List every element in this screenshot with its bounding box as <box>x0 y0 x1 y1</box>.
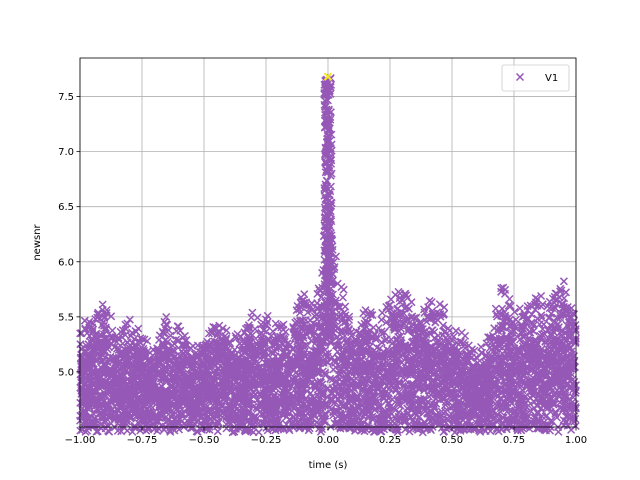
x-tick-label: 0.50 <box>441 435 463 446</box>
x-tick-label: −0.50 <box>189 435 220 446</box>
highlight-point <box>323 72 333 81</box>
highlight-marker <box>323 72 333 81</box>
y-tick-label: 7.5 <box>58 92 74 103</box>
x-tick-label: −0.75 <box>127 435 158 446</box>
y-tick-label: 6.0 <box>58 257 74 268</box>
series-v1-points <box>76 73 580 437</box>
x-tick-label: 0.25 <box>379 435 401 446</box>
y-tick-label: 5.0 <box>58 367 74 378</box>
y-tick-label: 7.0 <box>58 147 74 158</box>
y-tick-label: 5.5 <box>58 312 74 323</box>
x-axis-ticks: −1.00 −0.75 −0.50 −0.25 0.00 0.25 0.50 0.75 1.00 <box>65 427 587 446</box>
legend-marker-v1 <box>515 72 525 82</box>
x-tick-label: −1.00 <box>65 435 96 446</box>
x-tick-label: −0.25 <box>251 435 282 446</box>
y-tick-label: 6.5 <box>58 202 74 213</box>
x-tick-label: 0.75 <box>503 435 525 446</box>
legend-box <box>501 64 570 92</box>
legend-label-v1: V1 <box>545 73 558 84</box>
y-axis-label: newsnr <box>32 223 43 260</box>
legend-marker-x <box>515 72 525 82</box>
x-tick-label: 0.00 <box>317 435 339 446</box>
legend: V1 <box>501 64 570 92</box>
x-axis-label: time (s) <box>309 460 348 471</box>
scatter-points <box>76 73 580 437</box>
x-tick-label: 1.00 <box>565 435 587 446</box>
y-axis-ticks: 5.0 5.5 6.0 6.5 7.0 7.5 <box>58 92 80 378</box>
